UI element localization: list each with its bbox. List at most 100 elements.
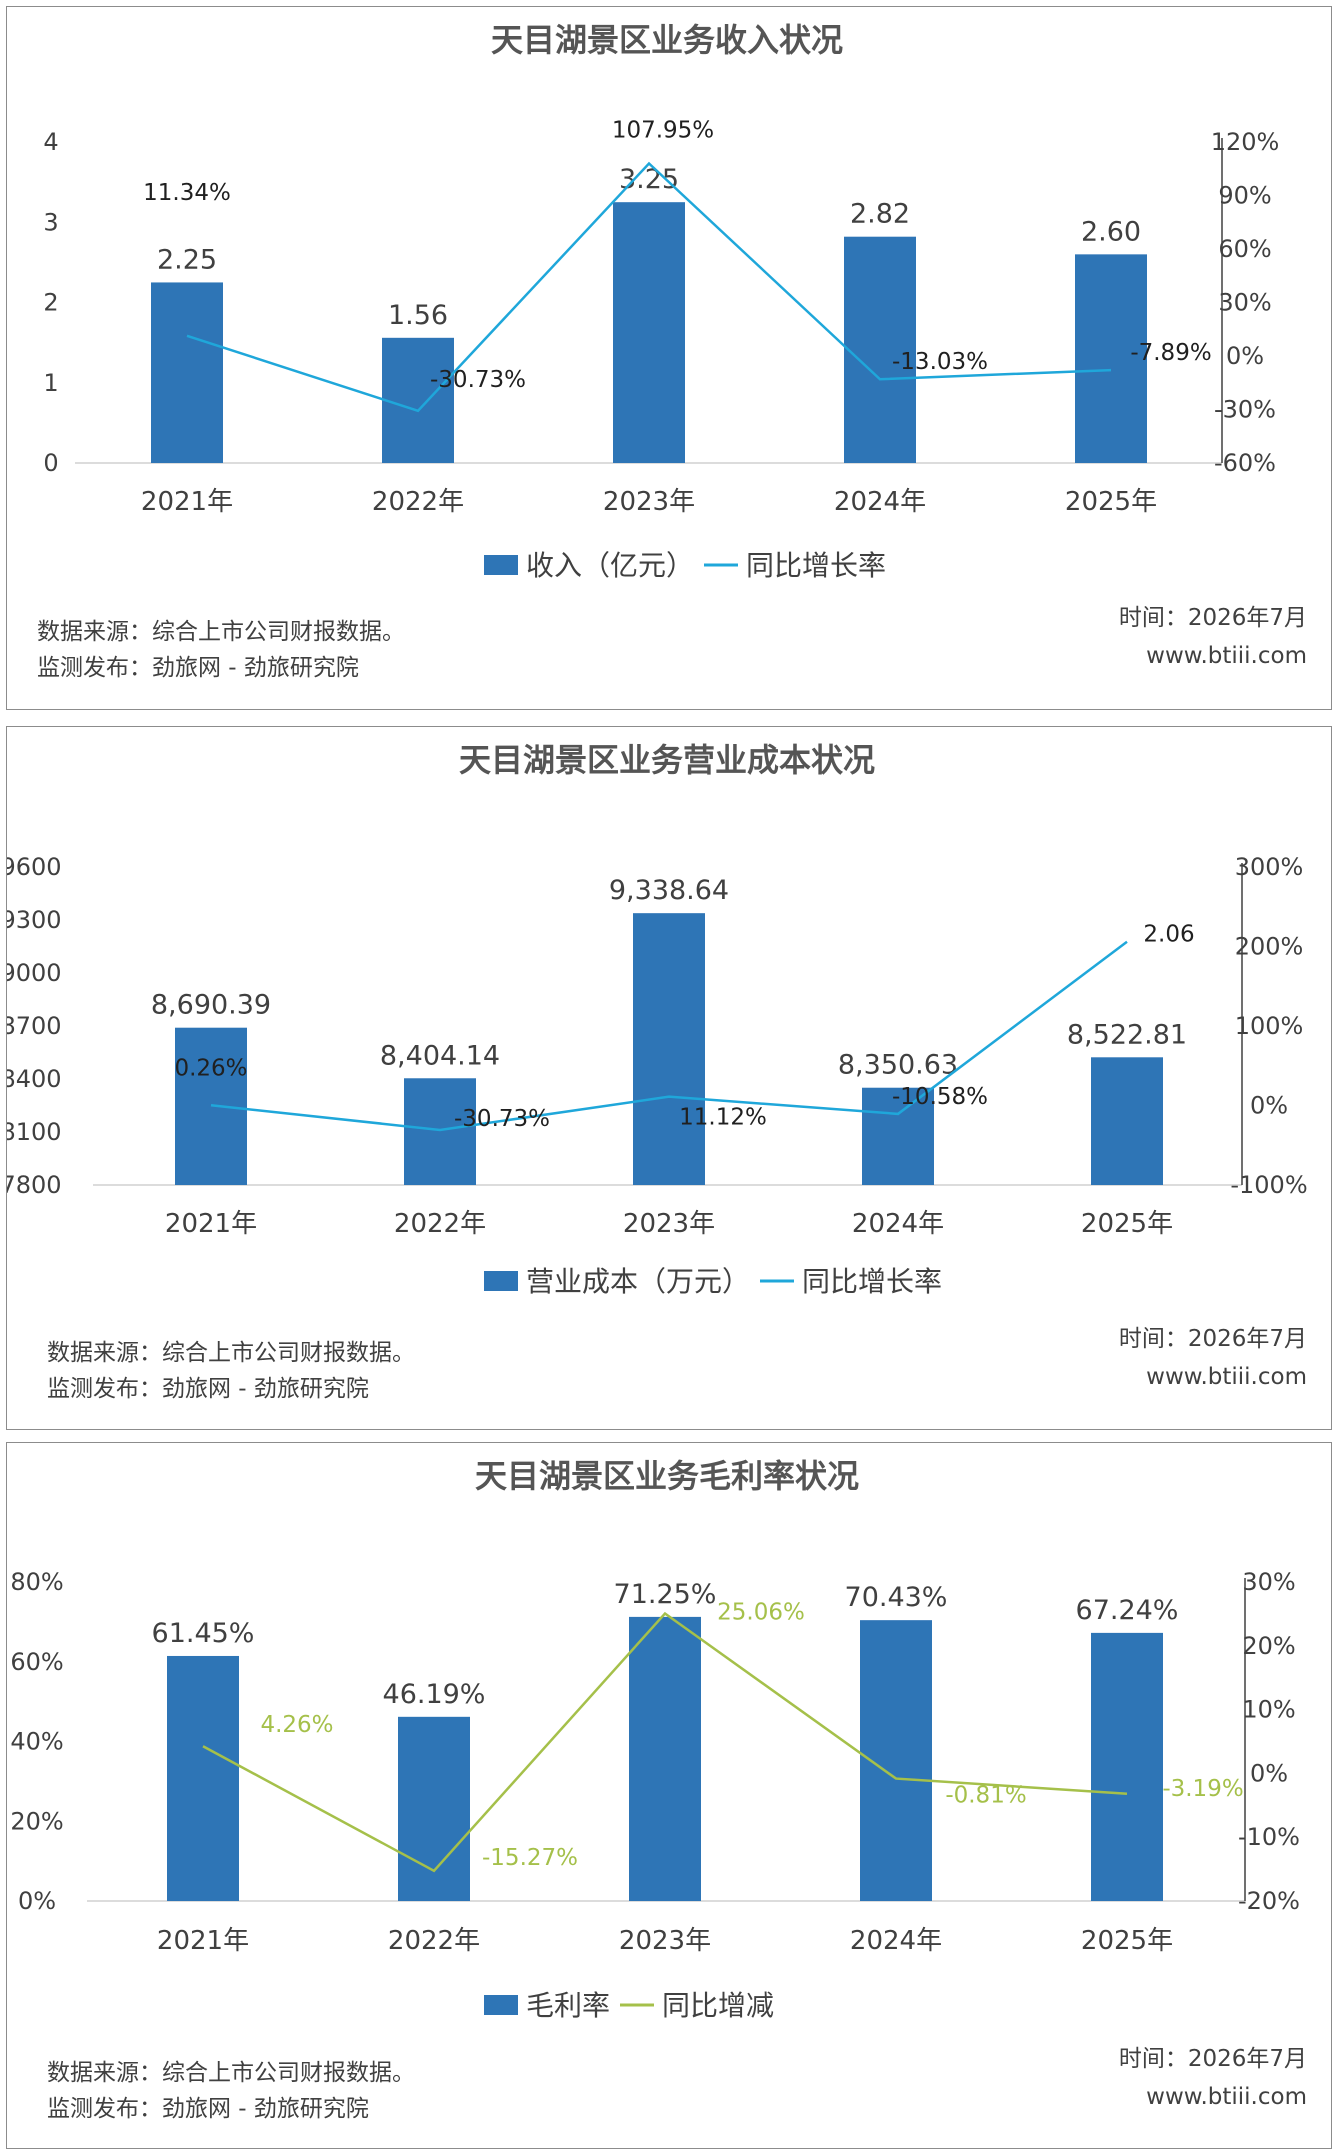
- y-axis-tick-label: 8100: [7, 1118, 62, 1146]
- line-series: [210, 940, 1128, 1132]
- legend-line-label: 同比增减: [662, 1989, 774, 2022]
- bar: [633, 913, 705, 1185]
- y-axis-tick-label: 8400: [7, 1065, 62, 1093]
- y-axis-tick-label: 9600: [7, 853, 62, 881]
- y-axis-tick-label: 40%: [10, 1728, 63, 1756]
- y2-axis-tick-label: -60%: [1214, 449, 1276, 477]
- bar-value-label: 67.24%: [1076, 1595, 1179, 1626]
- line-value-label: -7.89%: [1130, 340, 1211, 366]
- time-note: 时间：2026年7月: [1119, 605, 1307, 631]
- x-axis-category-label: 2021年: [165, 1209, 257, 1239]
- revenue-chart-panel: 天目湖景区业务收入状况 0 1 2 3 4 -60% -30% 0% 30% 60% 90% 120% 2…: [6, 6, 1332, 710]
- bar: [1075, 254, 1147, 463]
- y2-axis-tick-label: 60%: [1218, 235, 1271, 263]
- y2-axis-tick-label: 300%: [1235, 853, 1304, 881]
- y-axis-tick-label: 2: [43, 289, 58, 317]
- bar-value-label: 46.19%: [383, 1679, 486, 1710]
- line-value-label: -30.73%: [454, 1106, 550, 1132]
- margin-chart-panel: 天目湖景区业务毛利率状况 0% 20% 40% 60% 80% -20% -10% 0% 10% 2…: [6, 1442, 1332, 2149]
- line-value-label: -30.73%: [430, 367, 526, 393]
- legend-bar-label: 毛利率: [526, 1989, 610, 2022]
- line-series: [186, 161, 1112, 413]
- bar: [1091, 1632, 1163, 1901]
- line-value-label: -15.27%: [482, 1845, 578, 1871]
- line-value-label: 107.95%: [612, 117, 714, 143]
- y-axis-tick-label: 20%: [10, 1807, 63, 1835]
- time-note: 时间：2026年7月: [1119, 2046, 1307, 2072]
- line-value-label: 0.26%: [174, 1055, 247, 1081]
- y2-axis-tick-label: -30%: [1214, 396, 1276, 424]
- bar-value-label: 3.25: [619, 164, 679, 195]
- legend-bar-label: 收入（亿元）: [526, 549, 694, 582]
- y2-axis-tick-label: 20%: [1242, 1632, 1295, 1660]
- line-value-label: 2.06: [1143, 922, 1194, 948]
- chart-title: 天目湖景区业务营业成本状况: [459, 741, 875, 779]
- bar-value-label: 2.60: [1081, 216, 1141, 247]
- line-value-label: 11.34%: [143, 180, 231, 206]
- website-note: www.btiii.com: [1146, 2084, 1307, 2110]
- x-axis-category-label: 2024年: [850, 1926, 942, 1956]
- bar: [613, 202, 685, 463]
- line-value-label: 11.12%: [679, 1105, 767, 1131]
- bar-value-label: 9,338.64: [609, 875, 729, 906]
- y-axis-tick-label: 7800: [7, 1171, 62, 1199]
- revenue-chart: 天目湖景区业务收入状况 0 1 2 3 4 -60% -30% 0% 30% 60% 90% 120% 2…: [37, 21, 1307, 681]
- line-value-label: 25.06%: [717, 1600, 805, 1626]
- bar-value-label: 8,404.14: [380, 1040, 500, 1071]
- bar-value-label: 2.25: [157, 244, 217, 275]
- line-value-label: 4.26%: [260, 1712, 333, 1738]
- bar: [151, 282, 223, 463]
- line-value-label: -0.81%: [945, 1783, 1026, 1809]
- publisher-note: 监测发布：劲旅网 - 劲旅研究院: [47, 2096, 369, 2122]
- y-axis-tick-label: 3: [43, 208, 58, 236]
- y2-axis-tick-label: 200%: [1235, 933, 1304, 961]
- x-axis-category-label: 2023年: [603, 487, 695, 517]
- bar-value-label: 8,690.39: [151, 990, 271, 1021]
- bar: [167, 1655, 239, 1901]
- y2-axis-tick-label: 0%: [1226, 342, 1264, 370]
- bar-value-label: 70.43%: [845, 1582, 948, 1613]
- line-series: [202, 1611, 1128, 1873]
- bar: [382, 337, 454, 463]
- x-axis-category-label: 2023年: [623, 1209, 715, 1239]
- y-axis-tick-label: 9300: [7, 906, 62, 934]
- legend-bar-swatch: [484, 1995, 518, 2015]
- bar-value-label: 61.45%: [152, 1618, 255, 1649]
- y2-axis-tick-label: 0%: [1250, 1092, 1288, 1120]
- y-axis-tick-label: 1: [43, 369, 58, 397]
- x-axis-category-label: 2024年: [834, 487, 926, 517]
- bar: [862, 1087, 934, 1185]
- x-axis-category-label: 2022年: [388, 1926, 480, 1956]
- legend-bar-swatch: [484, 555, 518, 575]
- bar: [398, 1716, 470, 1901]
- chart-title: 天目湖景区业务收入状况: [491, 21, 843, 59]
- publisher-note: 监测发布：劲旅网 - 劲旅研究院: [37, 655, 359, 681]
- y2-axis-tick-label: 30%: [1218, 289, 1271, 317]
- line-value-label: -13.03%: [892, 349, 988, 375]
- publisher-note: 监测发布：劲旅网 - 劲旅研究院: [47, 1376, 369, 1402]
- y2-axis-tick-label: 30%: [1242, 1568, 1295, 1596]
- source-note: 数据来源：综合上市公司财报数据。: [47, 1340, 415, 1366]
- y-axis-tick-label: 80%: [10, 1568, 63, 1596]
- source-note: 数据来源：综合上市公司财报数据。: [47, 2060, 415, 2086]
- y2-axis-tick-label: 10%: [1242, 1696, 1295, 1724]
- bar: [1091, 1057, 1163, 1185]
- y2-axis-tick-label: 120%: [1211, 128, 1280, 156]
- x-axis-category-label: 2025年: [1065, 487, 1157, 517]
- y2-axis-tick-label: -100%: [1230, 1171, 1307, 1199]
- line-value-label: -10.58%: [892, 1084, 988, 1110]
- margin-chart: 天目湖景区业务毛利率状况 0% 20% 40% 60% 80% -20% -10% 0% 10% 2…: [10, 1457, 1307, 2122]
- x-axis-category-label: 2022年: [394, 1209, 486, 1239]
- x-axis-category-label: 2025年: [1081, 1926, 1173, 1956]
- y2-axis-tick-label: 100%: [1235, 1012, 1304, 1040]
- website-note: www.btiii.com: [1146, 643, 1307, 669]
- y-axis-tick-label: 0%: [18, 1887, 56, 1915]
- cost-chart-panel: 天目湖景区业务营业成本状况 7800 8100 8400 8700 9000 9300 960…: [6, 726, 1332, 1430]
- legend-bar-label: 营业成本（万元）: [526, 1265, 750, 1298]
- bar-value-label: 8,350.63: [838, 1050, 958, 1081]
- bar-value-label: 1.56: [388, 300, 448, 331]
- x-axis-category-label: 2021年: [141, 487, 233, 517]
- chart-title: 天目湖景区业务毛利率状况: [475, 1457, 859, 1495]
- y-axis-tick-label: 0: [43, 449, 58, 477]
- y-axis-tick-label: 9000: [7, 959, 62, 987]
